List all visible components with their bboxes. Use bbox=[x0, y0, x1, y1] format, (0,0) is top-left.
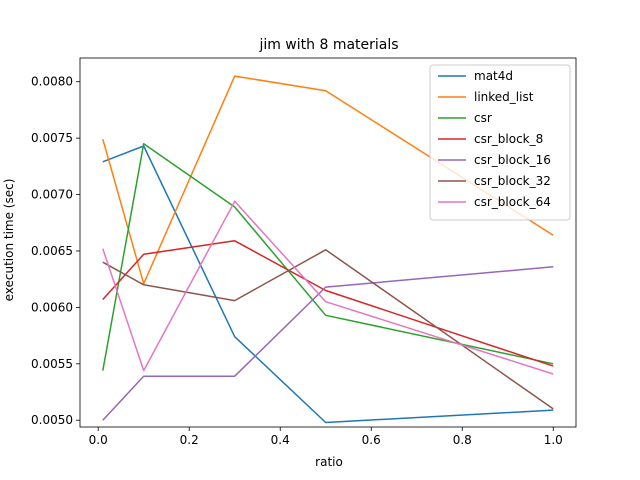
legend-label: mat4d bbox=[474, 69, 513, 83]
y-tick-label: 0.0055 bbox=[31, 357, 73, 371]
y-tick-label: 0.0080 bbox=[31, 75, 73, 89]
legend-label: linked_list bbox=[474, 90, 534, 104]
series-line-csr-block-8 bbox=[102, 240, 554, 367]
series-line-mat4d bbox=[102, 145, 554, 424]
axes-frame bbox=[79, 57, 577, 428]
x-tick-label: 0.8 bbox=[453, 433, 472, 447]
y-axis-label: execution time (sec) bbox=[2, 179, 16, 302]
x-tick-label: 0.4 bbox=[271, 433, 290, 447]
legend-label: csr_block_64 bbox=[474, 195, 551, 209]
y-tick-label: 0.0050 bbox=[31, 413, 73, 427]
series-line-csr bbox=[102, 143, 554, 371]
plot-area bbox=[79, 57, 577, 428]
x-tick-label: 0.6 bbox=[362, 433, 381, 447]
y-tick-label: 0.0075 bbox=[31, 131, 73, 145]
series-line-linked-list bbox=[102, 75, 554, 285]
x-tick-label: 1.0 bbox=[544, 433, 563, 447]
y-tick-label: 0.0070 bbox=[31, 188, 73, 202]
chart-title: jim with 8 materials bbox=[258, 37, 398, 53]
series-line-csr-block-64 bbox=[102, 200, 554, 375]
y-tick-label: 0.0065 bbox=[31, 244, 73, 258]
series-line-csr-block-32 bbox=[102, 249, 554, 410]
legend-label: csr_block_32 bbox=[474, 174, 551, 188]
x-axis-label: ratio bbox=[315, 455, 343, 469]
x-axis-ticks: 0.0 0.2 0.4 0.6 0.8 1.0 bbox=[89, 427, 563, 447]
y-tick-label: 0.0060 bbox=[31, 300, 73, 314]
legend-label: csr_block_8 bbox=[474, 132, 543, 146]
series-line-csr-block-16 bbox=[102, 266, 554, 421]
legend-label: csr bbox=[474, 111, 492, 125]
x-tick-label: 0.0 bbox=[89, 433, 108, 447]
y-axis-ticks: 0.0050 0.0055 0.0060 0.0065 0.0070 0.0075 0.00… bbox=[31, 75, 80, 427]
legend-label: csr_block_16 bbox=[474, 153, 551, 167]
x-tick-label: 0.2 bbox=[180, 433, 199, 447]
